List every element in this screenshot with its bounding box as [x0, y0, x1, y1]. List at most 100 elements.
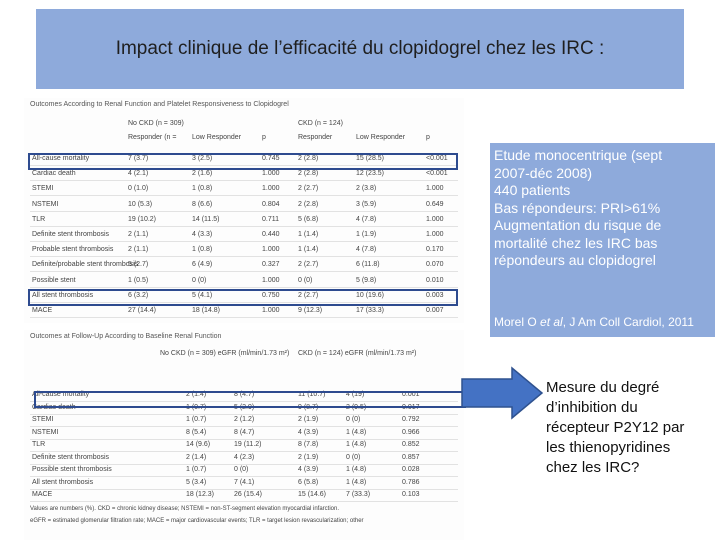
table-cell: 5 (3.4): [186, 478, 207, 486]
summary-line: 440 patients: [494, 182, 571, 198]
table-cell: 6 (4.9): [192, 261, 213, 269]
table-cell: 2 (3.8): [356, 185, 377, 193]
table-cell: 0.028: [402, 466, 420, 473]
table-cell: <0.001: [426, 170, 448, 178]
table-cell: 6 (11.8): [356, 261, 380, 269]
table-cell: 4 (3.9): [298, 428, 319, 436]
table-cell: 0.745: [262, 155, 280, 162]
table-cell: 0 (0): [234, 466, 249, 473]
question-line: récepteur P2Y12 par: [546, 419, 685, 436]
table-cell: 1 (0.8): [192, 246, 213, 254]
table-cell: 0 (0): [346, 453, 361, 461]
highlight-stent-thrombosis-row: [28, 289, 458, 306]
table-cell: 9 (12.3): [298, 307, 323, 314]
table-cell: 1 (4.8): [346, 466, 367, 473]
table-cell: 10 (5.3): [128, 200, 153, 208]
table-row: TLR 19 (10.2) 14 (11.5) 0.711 5 (6.8) 4 (7.8)…: [30, 215, 458, 227]
table-cell: 19 (10.2): [128, 215, 157, 223]
table-cell: All stent thrombosis: [32, 291, 94, 299]
table-cell: 7 (3.7): [128, 155, 149, 162]
table-cell: 8 (4.7): [234, 391, 255, 398]
table-cell: 8 (4.7): [234, 428, 255, 436]
table-cell: 0 (1.0): [128, 185, 149, 193]
table-cell: 0 (0): [346, 416, 361, 423]
table-cell: 1 (0.7): [186, 416, 207, 423]
summary-line: Etude monocentrique (sept: [494, 147, 663, 163]
table-cell: 4 (3.3): [192, 231, 213, 238]
question-line: d’inhibition du: [546, 399, 638, 416]
followup-table-image: Outcomes at Follow-Up According to Basel…: [24, 330, 464, 540]
question-line: Mesure du degré: [546, 379, 660, 396]
table-row: Possible stent thrombosis 1 (0.7) 0 (0) 4 (…: [30, 465, 458, 477]
table-row: All-cause mortality 2 (1.4) 8 (4.7) 11 (10.…: [30, 390, 458, 402]
table-cell: Definite stent thrombosis: [32, 453, 110, 461]
table-cell: 3 (5.9): [356, 200, 377, 208]
table-cell: 17 (33.3): [356, 307, 385, 314]
table-cell: 12 (23.5): [356, 170, 385, 178]
table1-col-responder-ckd: Responder: [298, 134, 333, 141]
table-cell: 0.170: [426, 246, 444, 254]
table2-group-no-ckd: No CKD (n = 309) eGFR (ml/min/1.73 m²): [160, 350, 290, 357]
table-cell: 7 (33.3): [346, 491, 371, 498]
table-cell: 7 (4.1): [234, 478, 255, 486]
table-cell: 2 (1.4): [186, 453, 207, 461]
table-cell: 2 (1.4): [186, 391, 207, 398]
table-cell: TLR: [32, 215, 46, 223]
table1-col-p: p: [262, 134, 266, 141]
table1-col-responder: Responder (n =: [128, 134, 177, 141]
table-cell: 2 (1.9): [298, 453, 319, 461]
table-cell: 2 (1.2): [234, 416, 255, 423]
table-cell: 0.103: [402, 491, 420, 498]
table-cell: 5 (9.8): [356, 276, 377, 284]
table-cell: 1 (1.4): [298, 246, 319, 254]
table-cell: 4 (7.8): [356, 246, 377, 254]
table-cell: 5 (6.8): [298, 215, 319, 223]
table-cell: 2 (1.1): [128, 246, 149, 254]
table-cell: 1.000: [426, 185, 444, 193]
table-cell: 1 (4.8): [346, 478, 367, 486]
highlight-mortality-row: [28, 153, 458, 170]
table-row: Possible stent 1 (0.5) 0 (0) 1.000 0 (0) 5 (9…: [30, 276, 458, 288]
table1-group-no-ckd: No CKD (n = 309): [128, 120, 184, 127]
table-cell: 0 (0): [298, 276, 313, 284]
table-cell: All stent thrombosis: [32, 478, 94, 486]
table-cell: 3 (2.5): [192, 155, 213, 162]
table-cell: 8 (5.4): [186, 428, 207, 436]
table-cell: 6 (5.8): [298, 478, 319, 486]
table-cell: 0.003: [426, 291, 444, 299]
table-row: NSTEMI 10 (5.3) 8 (6.6) 0.804 2 (2.8) 3 (5.9)…: [30, 200, 458, 212]
outcomes-table-image: Outcomes According to Renal Function and…: [24, 98, 464, 323]
table-cell: 1 (0.7): [186, 466, 207, 473]
table-cell: 1 (4.8): [346, 428, 367, 436]
table-cell: 15 (28.5): [356, 155, 385, 162]
table-cell: 2 (2.8): [298, 200, 319, 208]
table-row: Definite stent thrombosis 2 (1.4) 4 (2.3) 2…: [30, 453, 458, 465]
table-cell: 1.000: [262, 185, 280, 193]
table-row: STEMI 1 (0.7) 2 (1.2) 2 (1.9) 0 (0) 0.792: [30, 415, 458, 427]
table2-footnote-2: eGFR = estimated glomerular filtration r…: [30, 518, 364, 524]
table-cell: 2 (1.9): [298, 416, 319, 423]
table-cell: 1.000: [262, 276, 280, 284]
table-cell: TLR: [32, 441, 46, 448]
table-cell: 6 (3.2): [128, 291, 149, 299]
table-row: All-cause mortality 7 (3.7) 3 (2.5) 0.745 2 …: [30, 154, 458, 166]
table-cell: 18 (12.3): [186, 491, 215, 498]
table-cell: 26 (15.4): [234, 491, 263, 498]
table-cell: 2 (2.7): [298, 261, 319, 269]
question-line: chez les IRC?: [546, 459, 640, 476]
table-cell: 0.711: [262, 215, 279, 223]
table-cell: 2 (1.6): [192, 170, 213, 178]
table-cell: 2 (1.1): [128, 231, 149, 238]
table-cell: MACE: [32, 307, 53, 314]
table-cell: 0.750: [262, 291, 280, 299]
table-row: NSTEMI 8 (5.4) 8 (4.7) 4 (3.9) 1 (4.8) 0.966: [30, 428, 458, 440]
table2-footnote-1: Values are numbers (%). CKD = chronic ki…: [30, 506, 340, 512]
table-row: All stent thrombosis 5 (3.4) 7 (4.1) 6 (5.8…: [30, 478, 458, 490]
table-row: Cardiac death 4 (2.1) 2 (1.6) 1.000 2 (2.8) 1…: [30, 169, 458, 182]
table-cell: 5 (2.7): [128, 261, 149, 269]
table-cell: STEMI: [32, 416, 54, 423]
table-cell: 0.966: [402, 428, 420, 436]
table1-col-low-responder: Low Responder: [192, 134, 242, 141]
table-cell: 4 (2.1): [128, 170, 149, 178]
table-cell: 4 (2.3): [234, 453, 255, 461]
